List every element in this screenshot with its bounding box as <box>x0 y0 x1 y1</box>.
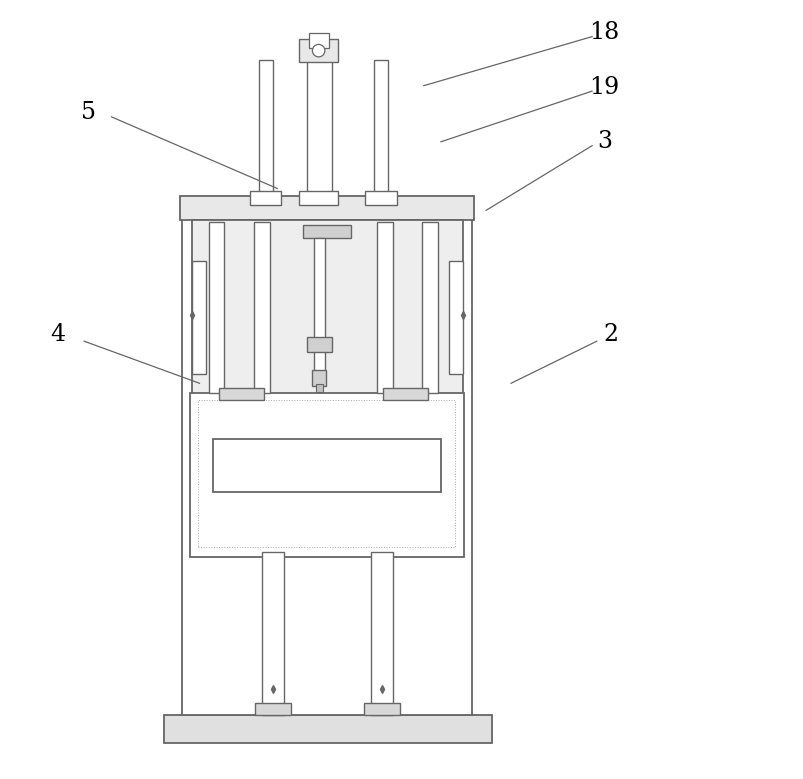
Text: 2: 2 <box>602 323 618 347</box>
Bar <box>314 238 324 374</box>
Bar <box>315 384 323 392</box>
Bar <box>422 222 438 393</box>
Bar <box>448 261 463 374</box>
Bar <box>182 203 471 715</box>
Bar <box>365 191 396 205</box>
Bar <box>198 400 454 547</box>
Bar <box>164 715 491 743</box>
Bar <box>308 33 328 48</box>
Bar <box>382 388 427 400</box>
Bar <box>370 552 392 715</box>
Bar <box>209 222 224 393</box>
Bar <box>255 703 290 715</box>
Bar <box>262 552 283 715</box>
Bar <box>377 222 392 393</box>
Bar <box>299 191 338 205</box>
Bar <box>250 191 281 205</box>
Circle shape <box>312 44 324 57</box>
Bar <box>218 388 264 400</box>
Bar <box>254 222 269 393</box>
Bar <box>364 703 399 715</box>
Bar <box>373 60 388 196</box>
Bar <box>307 337 332 352</box>
Bar <box>303 225 351 238</box>
Bar <box>190 393 464 557</box>
Text: 19: 19 <box>589 76 619 99</box>
Bar <box>307 44 332 196</box>
Bar <box>191 220 463 397</box>
Bar <box>259 60 272 196</box>
Bar <box>299 39 338 62</box>
Text: 5: 5 <box>81 101 96 125</box>
Bar <box>312 370 326 386</box>
Bar <box>180 196 474 220</box>
Text: 18: 18 <box>589 21 619 44</box>
Bar <box>214 439 440 492</box>
Text: 4: 4 <box>50 323 65 347</box>
Text: 3: 3 <box>597 130 611 153</box>
Bar <box>191 261 206 374</box>
